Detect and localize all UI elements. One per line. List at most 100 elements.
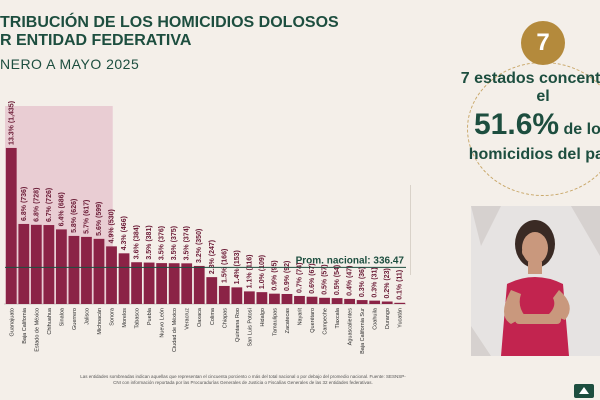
bar: [106, 246, 117, 304]
bar: [281, 293, 293, 304]
x-tick-label: Zacatecas: [285, 308, 291, 334]
bar: [18, 223, 30, 304]
bar-value-label: 1.5% (166): [221, 249, 228, 283]
x-tick-label: Querétaro: [310, 308, 316, 333]
x-tick-label: Ciudad de México: [172, 308, 178, 352]
bar: [218, 285, 230, 304]
bar: [156, 263, 168, 304]
bar-value-label: 4.9% (530): [109, 209, 116, 243]
bar-value-label: 0.3% (36): [359, 267, 366, 297]
chart-title: TRIBUCIÓN DE LOS HOMICIDIOS DOLOSOS R EN…: [0, 14, 339, 50]
x-tick-label: Aguascalientes: [348, 308, 354, 346]
bar: [206, 277, 218, 304]
x-tick-label: Baja California: [22, 307, 28, 344]
bar: [344, 298, 355, 304]
bar: [294, 295, 305, 304]
bar-value-label: 4.3% (466): [121, 216, 128, 250]
bar: [356, 300, 368, 304]
x-tick-label: Puebla: [147, 307, 153, 325]
bar: [256, 292, 268, 304]
x-tick-label: Quintana Roo: [235, 308, 241, 342]
stat-line2: homicidios del país: [468, 146, 600, 163]
bar: [81, 236, 92, 304]
stat-percent: 51.6%: [474, 108, 560, 141]
bar: [269, 293, 280, 304]
bar-value-label: 3.2% (350): [196, 229, 203, 263]
bar: [369, 300, 381, 304]
bar-value-label: 3.5% (374): [184, 226, 191, 260]
bar-value-label: 6.8% (736): [21, 187, 28, 221]
x-tick-label: Jalisco: [84, 308, 90, 325]
x-tick-label: Yucatán: [398, 308, 404, 328]
bar: [394, 302, 406, 304]
bar: [181, 263, 193, 304]
x-tick-label: Hidalgo: [260, 308, 266, 327]
stat-badge: 7: [521, 21, 565, 65]
bar-value-label: 3.6% (384): [134, 225, 141, 259]
bar: [381, 301, 393, 304]
bar-value-label: 0.2% (23): [384, 268, 391, 298]
x-tick-label: Durango: [385, 308, 391, 329]
bar-value-label: 0.7% (74): [296, 263, 303, 293]
x-tick-label: Sinaloa: [59, 307, 65, 326]
bar-chart: 13.3% (1,435) Guanajuato 6.8% (736) Baja Ca…: [4, 101, 406, 354]
x-tick-label: Nayarit: [297, 308, 303, 326]
x-tick-label: Chiapas: [222, 308, 228, 328]
average-label: Prom. nacional: 336.47: [296, 255, 405, 266]
x-tick-label: Morelos: [122, 308, 128, 328]
bar-value-label: 5.8% (626): [71, 199, 78, 233]
x-tick-label: Baja California Sur: [360, 308, 366, 354]
bar: [243, 291, 255, 304]
x-tick-label: Tabasco: [135, 308, 141, 329]
bar: [30, 224, 42, 304]
stat-line1: 7 estados concentran el: [460, 70, 600, 105]
bar: [118, 253, 130, 304]
x-tick-label: Oaxaca: [197, 307, 203, 327]
x-tick-label: Chihuahua: [47, 307, 53, 335]
bar-value-label: 1.1% (116): [246, 255, 253, 289]
x-tick-label: Coahuila: [373, 307, 379, 330]
bar: [43, 225, 55, 304]
bar-value-label: 5.7% (617): [83, 200, 90, 234]
bar: [319, 297, 330, 304]
bar-value-label: 0.9% (95): [271, 260, 278, 290]
footnote: Las entidades sombreadas indican aquella…: [80, 374, 406, 385]
bar-value-label: 3.5% (381): [146, 225, 153, 259]
bar-value-label: 0.6% (67): [309, 263, 316, 293]
bar: [168, 263, 180, 304]
bar-value-label: 6.4% (686): [58, 192, 65, 226]
divider: [410, 185, 411, 275]
bar: [143, 262, 155, 304]
bar-value-label: 3.5% (376): [159, 226, 166, 260]
bar-value-label: 0.4% (47): [347, 266, 354, 296]
x-tick-label: San Luis Potosí: [247, 308, 253, 347]
bar-value-label: 13.3% (1,435): [8, 101, 15, 145]
x-tick-label: Colima: [210, 307, 216, 325]
x-tick-label: Tamaulipas: [272, 308, 278, 336]
bar-value-label: 6.8% (728): [33, 188, 40, 222]
bar: [306, 296, 318, 304]
bar-value-label: 0.5% (57): [322, 264, 329, 294]
bar-value-label: 1.0% (109): [259, 255, 266, 289]
stat-percent-row: 51.6% de los: [474, 108, 600, 142]
bar-value-label: 0.1% (11): [397, 270, 404, 300]
bar: [131, 262, 142, 304]
x-tick-label: Nuevo León: [160, 308, 166, 338]
x-tick-label: Tlaxcala: [335, 307, 341, 328]
x-tick-label: Michoacán: [97, 308, 103, 335]
bar: [68, 235, 80, 304]
x-tick-label: Estado de México: [34, 308, 40, 352]
bar-value-label: 3.5% (375): [171, 226, 178, 260]
x-tick-label: Sonora: [110, 307, 116, 326]
bar: [231, 287, 243, 304]
bar: [5, 147, 17, 304]
stat-percent-suffix: de los: [563, 121, 600, 138]
bar-value-label: 0.5% (54): [334, 265, 341, 295]
sign-language-interpreter: [471, 206, 600, 356]
bar-value-label: 6.7% (726): [46, 188, 53, 222]
channel-logo: [574, 384, 594, 398]
bar: [331, 298, 343, 304]
bar-value-label: 0.3% (31): [372, 267, 379, 297]
x-tick-label: Guerrero: [72, 308, 78, 330]
x-tick-label: Veracruz: [185, 308, 191, 330]
